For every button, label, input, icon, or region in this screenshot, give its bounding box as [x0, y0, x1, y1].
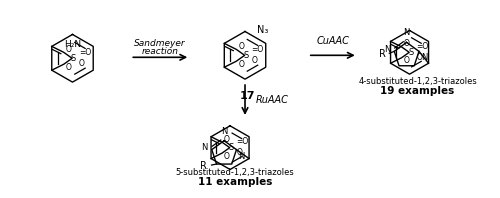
- Text: O: O: [238, 60, 244, 69]
- Text: N: N: [404, 29, 410, 37]
- Text: O: O: [66, 63, 71, 72]
- Text: O: O: [238, 42, 244, 51]
- Text: N: N: [421, 53, 428, 62]
- Text: 19 examples: 19 examples: [380, 86, 454, 96]
- Text: RuAAC: RuAAC: [256, 95, 289, 105]
- Text: S: S: [228, 143, 234, 152]
- Text: =O: =O: [79, 48, 92, 57]
- Text: 11 examples: 11 examples: [198, 177, 272, 187]
- Text: N: N: [202, 143, 208, 152]
- Text: H₂N: H₂N: [64, 40, 82, 49]
- Text: 4-substituted-1,2,3-triazoles: 4-substituted-1,2,3-triazoles: [358, 77, 477, 86]
- Text: N: N: [238, 152, 245, 161]
- Text: =O: =O: [252, 45, 264, 54]
- Text: R: R: [200, 161, 206, 171]
- Text: S: S: [71, 54, 76, 63]
- Text: N: N: [221, 127, 228, 136]
- Text: O: O: [236, 148, 242, 157]
- Text: O: O: [224, 152, 230, 161]
- Text: 5-substituted-1,2,3-triazoles: 5-substituted-1,2,3-triazoles: [176, 168, 294, 177]
- Text: reaction: reaction: [142, 47, 179, 56]
- Text: O: O: [79, 59, 85, 68]
- Text: Sandmeyer: Sandmeyer: [134, 39, 186, 48]
- Text: O: O: [404, 56, 409, 65]
- Text: O: O: [66, 45, 71, 54]
- Text: O: O: [224, 135, 230, 144]
- Text: S: S: [244, 51, 249, 60]
- Text: O: O: [252, 56, 258, 65]
- Text: CuAAC: CuAAC: [316, 36, 349, 46]
- Text: R: R: [380, 49, 386, 59]
- Text: N₃: N₃: [257, 26, 268, 35]
- Text: 17: 17: [240, 91, 255, 101]
- Text: =O: =O: [236, 137, 249, 146]
- Text: O: O: [416, 53, 422, 62]
- Text: =O: =O: [416, 42, 428, 51]
- Text: S: S: [408, 48, 414, 57]
- Text: N: N: [384, 45, 390, 54]
- Text: O: O: [404, 39, 409, 48]
